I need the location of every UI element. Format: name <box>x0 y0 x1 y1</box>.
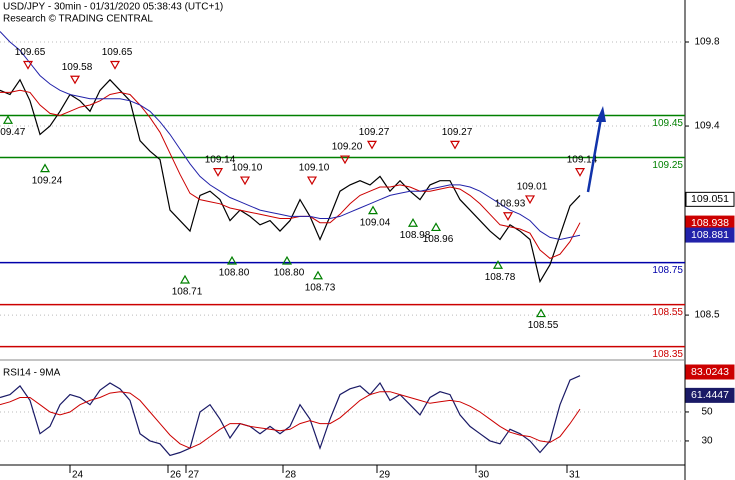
plot: 108.5 109.4 109.8 109.45 109.25 108.75 108.55 1… <box>0 31 735 480</box>
level-label: 109.45 <box>652 118 683 129</box>
high-marker <box>524 195 536 205</box>
high-label: 109.01 <box>517 182 548 193</box>
y-tick-label: 30 <box>701 436 713 447</box>
y-tick-label: 50 <box>701 407 713 418</box>
last-value-box <box>685 364 735 380</box>
y-tick-label: 109.4 <box>694 121 719 132</box>
low-marker <box>312 270 324 280</box>
high-marker <box>239 176 251 186</box>
x-tick-label: 27 <box>188 470 200 480</box>
high-marker <box>109 60 121 70</box>
low-label: 109.47 <box>0 127 26 138</box>
high-label: 109.65 <box>102 47 133 58</box>
x-tick-label: 28 <box>285 470 297 480</box>
high-marker <box>449 140 461 150</box>
high-marker <box>502 212 514 221</box>
y-tick-label: 108.5 <box>694 310 719 321</box>
last-value-label: 109.051 <box>691 193 729 205</box>
low-marker <box>2 115 14 124</box>
chart-title: USD/JPY - 30min - 01/31/2020 05:38:43 (U… <box>3 2 223 13</box>
low-marker <box>281 255 293 265</box>
last-value-box <box>685 387 735 403</box>
high-label: 109.65 <box>15 47 46 58</box>
low-marker <box>179 274 191 284</box>
series-line <box>0 31 581 241</box>
high-label: 109.10 <box>299 163 330 174</box>
x-tick-label: 30 <box>478 470 490 480</box>
x-tick-label: 31 <box>569 470 581 480</box>
high-label: 109.27 <box>442 127 473 138</box>
low-label: 109.24 <box>32 175 63 186</box>
low-marker <box>430 222 442 232</box>
low-marker <box>492 260 504 269</box>
low-marker <box>39 163 51 173</box>
high-marker <box>574 168 586 177</box>
chart-subtitle: Research © TRADING CENTRAL <box>3 14 153 25</box>
y-tick-label: 109.8 <box>694 37 719 48</box>
low-label: 108.98 <box>400 230 431 241</box>
low-label: 109.04 <box>360 217 391 228</box>
low-label: 108.55 <box>528 320 559 331</box>
forecast-arrow <box>586 117 603 193</box>
high-label: 109.58 <box>62 62 93 73</box>
high-marker <box>306 176 318 186</box>
level-label: 108.55 <box>652 307 683 318</box>
low-label: 108.71 <box>172 287 203 298</box>
last-value-box <box>685 227 735 243</box>
series-line <box>0 375 581 457</box>
forecast-arrow-head <box>596 106 606 122</box>
level-label: 108.35 <box>652 349 683 360</box>
series-line <box>0 89 581 259</box>
high-marker <box>339 155 351 165</box>
x-tick-label: 26 <box>170 470 182 480</box>
last-value-label: 61.4447 <box>691 389 729 401</box>
high-label: 109.14 <box>567 154 598 165</box>
series-line <box>0 391 581 449</box>
low-marker <box>535 308 547 318</box>
low-label: 108.80 <box>274 268 305 279</box>
high-label: 108.93 <box>495 198 526 209</box>
low-label: 108.80 <box>219 268 250 279</box>
last-value-label: 108.881 <box>691 229 729 241</box>
low-label: 108.96 <box>423 234 454 245</box>
high-marker <box>69 75 81 85</box>
high-label: 109.14 <box>205 154 236 165</box>
low-label: 108.78 <box>485 272 516 283</box>
level-label: 108.75 <box>652 265 683 276</box>
x-tick-label: 29 <box>379 470 391 480</box>
panel-title: RSI14 - 9MA <box>3 368 61 379</box>
high-label: 109.27 <box>359 127 390 138</box>
last-value-label: 83.0243 <box>691 366 729 378</box>
low-marker <box>407 218 419 227</box>
x-tick-label: 24 <box>72 470 84 480</box>
high-marker <box>366 140 378 150</box>
level-label: 109.25 <box>652 160 683 171</box>
low-marker <box>367 205 379 215</box>
high-label: 109.10 <box>232 163 263 174</box>
high-marker <box>22 60 34 70</box>
last-value-label: 108.938 <box>691 217 729 229</box>
last-value-box <box>685 191 735 207</box>
high-marker <box>212 168 224 177</box>
high-label: 109.20 <box>332 142 363 153</box>
low-marker <box>226 255 238 265</box>
low-label: 108.73 <box>305 282 336 293</box>
series-line <box>0 78 581 284</box>
